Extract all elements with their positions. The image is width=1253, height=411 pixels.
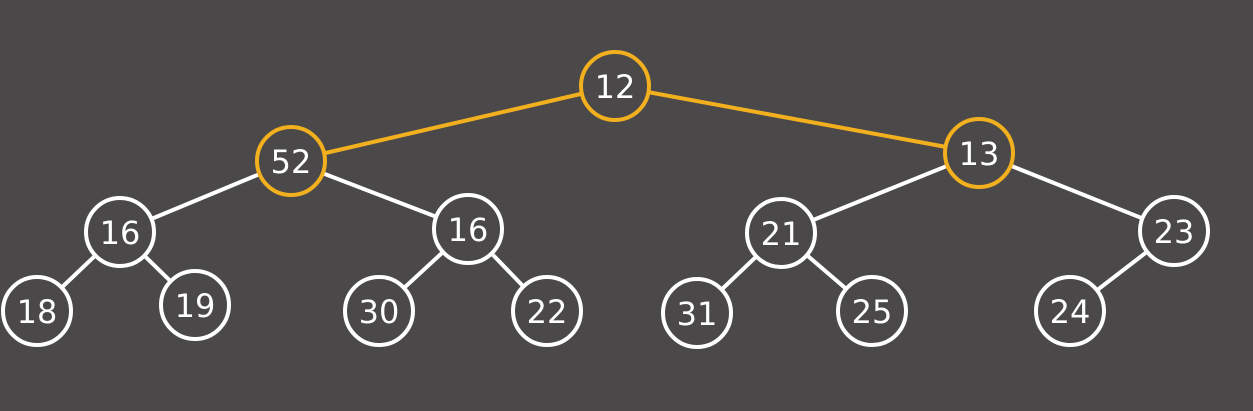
node-circle bbox=[579, 50, 651, 122]
node-circle bbox=[943, 117, 1015, 189]
tree-node-n12: 12 bbox=[579, 50, 651, 122]
node-label: 16 bbox=[100, 214, 141, 252]
node-circle bbox=[343, 275, 415, 347]
node-label: 52 bbox=[271, 143, 312, 181]
tree-node-n13: 13 bbox=[943, 117, 1015, 189]
node-circle bbox=[255, 125, 327, 197]
node-circle bbox=[836, 275, 908, 347]
node-label: 22 bbox=[527, 293, 568, 331]
node-circle bbox=[745, 197, 817, 269]
tree-node-n31: 31 bbox=[661, 277, 733, 349]
node-label: 19 bbox=[175, 287, 216, 325]
node-label: 18 bbox=[17, 293, 58, 331]
node-label: 13 bbox=[959, 135, 1000, 173]
tree-node-n18: 18 bbox=[1, 275, 73, 347]
node-label: 23 bbox=[1154, 213, 1195, 251]
node-label: 31 bbox=[677, 295, 718, 333]
node-circle bbox=[511, 275, 583, 347]
tree-node-n21: 21 bbox=[745, 197, 817, 269]
tree-node-n30: 30 bbox=[343, 275, 415, 347]
edge-n12-n52 bbox=[290, 84, 616, 163]
tree-node-n52: 52 bbox=[255, 125, 327, 197]
node-circle bbox=[1138, 195, 1210, 267]
node-circle bbox=[1034, 275, 1106, 347]
nodes-layer: 12 52 13 16 16 21 23 18 19 30 22 31 25 24 bbox=[1, 50, 1210, 349]
tree-node-n16a: 16 bbox=[84, 196, 156, 268]
node-circle bbox=[84, 196, 156, 268]
node-label: 16 bbox=[448, 211, 489, 249]
node-label: 24 bbox=[1050, 293, 1091, 331]
node-circle bbox=[432, 193, 504, 265]
node-circle bbox=[1, 275, 73, 347]
node-label: 21 bbox=[761, 215, 802, 253]
edge-n12-n13 bbox=[614, 84, 980, 155]
tree-node-n22: 22 bbox=[511, 275, 583, 347]
node-circle bbox=[159, 269, 231, 341]
tree-node-n24: 24 bbox=[1034, 275, 1106, 347]
node-label: 30 bbox=[359, 293, 400, 331]
tree-node-n19: 19 bbox=[159, 269, 231, 341]
tree-node-n25: 25 bbox=[836, 275, 908, 347]
node-label: 25 bbox=[852, 293, 893, 331]
node-circle bbox=[661, 277, 733, 349]
tree-node-n16b: 16 bbox=[432, 193, 504, 265]
node-label: 12 bbox=[595, 68, 636, 106]
tree-node-n23: 23 bbox=[1138, 195, 1210, 267]
